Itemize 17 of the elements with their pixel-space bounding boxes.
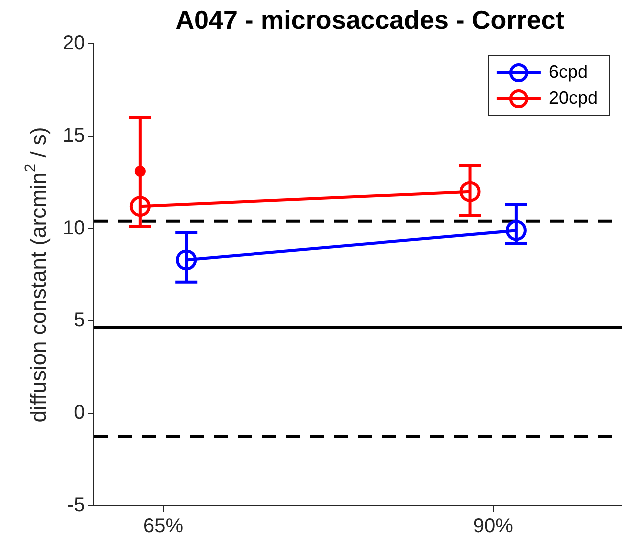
point — [176, 250, 198, 271]
y-tick-label: 0 — [74, 402, 86, 424]
point — [506, 220, 527, 242]
point — [130, 196, 151, 218]
y-tick-label: 15 — [62, 124, 86, 147]
point — [460, 181, 481, 202]
y-tick-label: 5 — [74, 310, 86, 332]
y-tick-label: 10 — [62, 217, 86, 240]
y-tick-label: 20 — [62, 32, 86, 55]
point — [134, 166, 146, 178]
x-tick-label: 65% — [144, 516, 184, 538]
legend-label: 6cpd — [548, 62, 588, 82]
x-tick-label: 90% — [473, 516, 514, 538]
y-axis-title: diffusion constant (arcmin2 / s) — [22, 127, 52, 423]
legend-label: 20cpd — [548, 88, 598, 108]
chart-title: A047 - microsaccades - Correct — [176, 5, 565, 36]
y-tick-label: -5 — [67, 494, 86, 517]
